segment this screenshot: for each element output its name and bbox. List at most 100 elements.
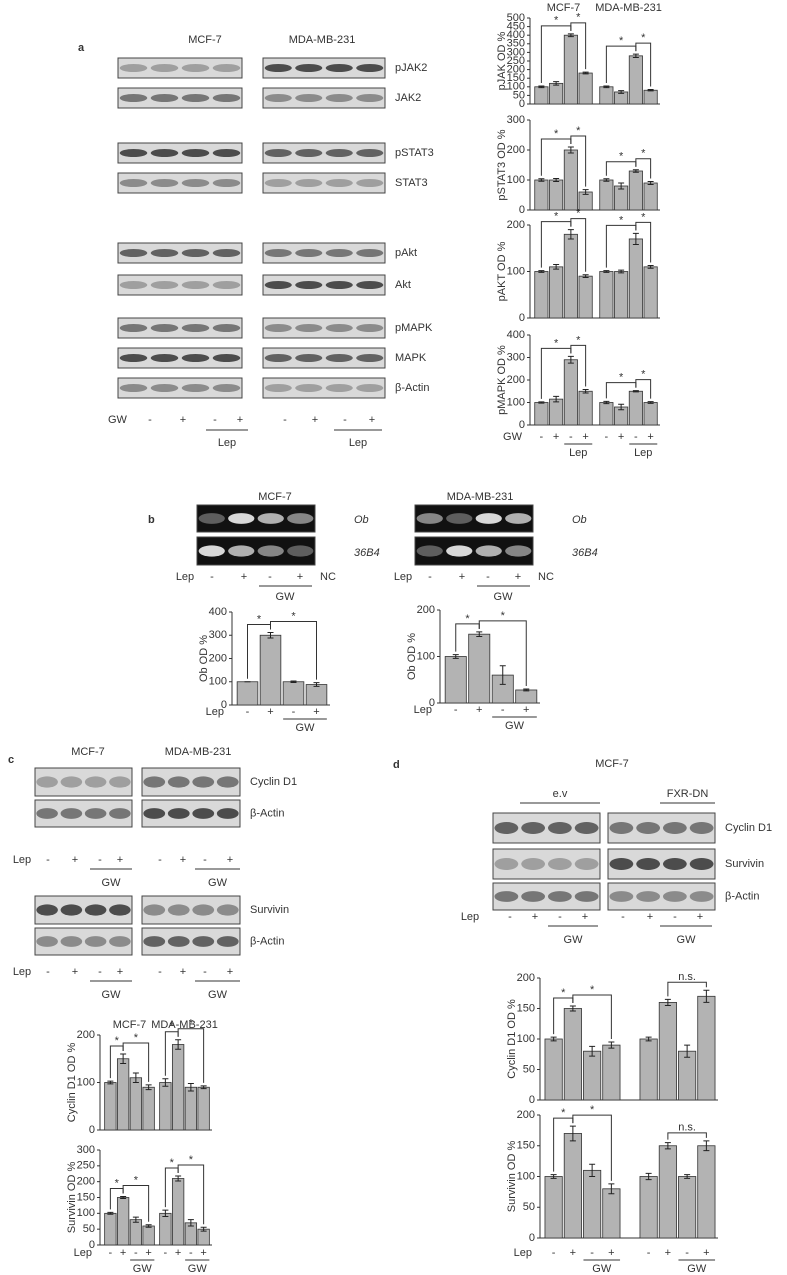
band [356,179,384,187]
error-bar [703,989,710,1003]
band [547,891,572,902]
x-tick-label: + [553,431,559,443]
bar [563,34,578,105]
band [264,149,292,157]
error-bar [538,178,545,182]
band [689,858,714,870]
sign: - [508,911,512,923]
band [521,891,546,902]
group-label: GW [133,1263,153,1275]
band [198,513,225,524]
error-bar [632,53,639,59]
error-bar [582,274,589,279]
error-bar [618,182,625,190]
band [356,281,384,289]
bar [614,271,629,319]
y-tick-label: 0 [89,1239,95,1251]
band [181,179,210,187]
bar [142,1225,155,1246]
sign: - [486,571,490,583]
error-bar [553,178,560,182]
band [325,64,353,72]
error-bar [567,146,574,154]
bar [259,634,282,706]
y-tick-label: 200 [507,64,525,76]
y-tick-label: 0 [221,699,227,711]
band [609,858,634,870]
band [547,822,572,834]
error-bar [567,355,574,364]
sign: - [203,966,207,978]
x-tick-label: + [570,1247,576,1259]
band [521,822,546,834]
band [325,94,353,102]
band [325,149,353,157]
bar [534,402,549,426]
bar [697,995,716,1101]
sign: + [180,414,186,426]
x-tick-label: - [189,1247,193,1259]
band [60,808,83,819]
x-tick-label: - [685,1247,689,1259]
band [609,891,634,902]
band [547,858,572,870]
band [119,179,148,187]
blot [141,895,241,925]
sign: - [213,414,217,426]
error-bar [632,169,639,173]
bar [602,1044,621,1101]
blot [34,767,133,797]
x-tick-label: + [608,1247,614,1259]
blot [117,377,243,399]
band [60,904,83,916]
band [494,858,519,870]
bar [643,89,658,105]
band [119,354,148,362]
error-bar [120,1053,127,1064]
cell-line: MDA-MB-231 [447,491,514,503]
sign: + [227,854,233,866]
band [150,281,179,289]
significance-bracket [270,620,317,680]
x-tick-label: - [134,1247,138,1259]
y-tick-label: 0 [89,1124,95,1136]
significance-bracket [572,1114,612,1181]
bar [549,179,564,211]
y-tick-label: 100 [507,396,525,408]
bar [549,398,564,426]
significance-bracket [177,1164,205,1225]
sign: + [459,571,465,583]
significance-bracket [635,379,652,399]
band [356,249,384,257]
error-bar [582,388,589,394]
error-bar [618,90,625,94]
y-tick-label: 300 [507,351,525,363]
y-tick-label: 200 [209,652,227,664]
bar [602,1188,621,1239]
sign: + [582,911,588,923]
sign: + [647,911,653,923]
y-tick-label: 100 [517,1033,535,1045]
bar [549,266,564,319]
band [36,936,58,947]
group-label: MCF-7 [547,2,581,14]
bar [678,1050,697,1101]
group-label: GW [687,1263,707,1275]
significance-bracket [122,1042,150,1082]
sign: + [180,854,186,866]
error-bar [632,390,639,393]
x-tick-label: + [703,1247,709,1259]
cell-line: MCF-7 [71,746,105,758]
group-label: GW [677,934,697,946]
group-label: FXR-DN [667,788,709,800]
error-bar [664,1142,671,1150]
band [446,545,473,557]
x-tick-label: - [552,1247,556,1259]
y-tick-label: 0 [529,1094,535,1106]
blot [262,242,386,264]
bar [628,55,643,105]
y-tick-label: 200 [77,1029,95,1041]
error-bar [145,1084,152,1091]
band [143,904,166,916]
error-bar [187,1219,194,1227]
